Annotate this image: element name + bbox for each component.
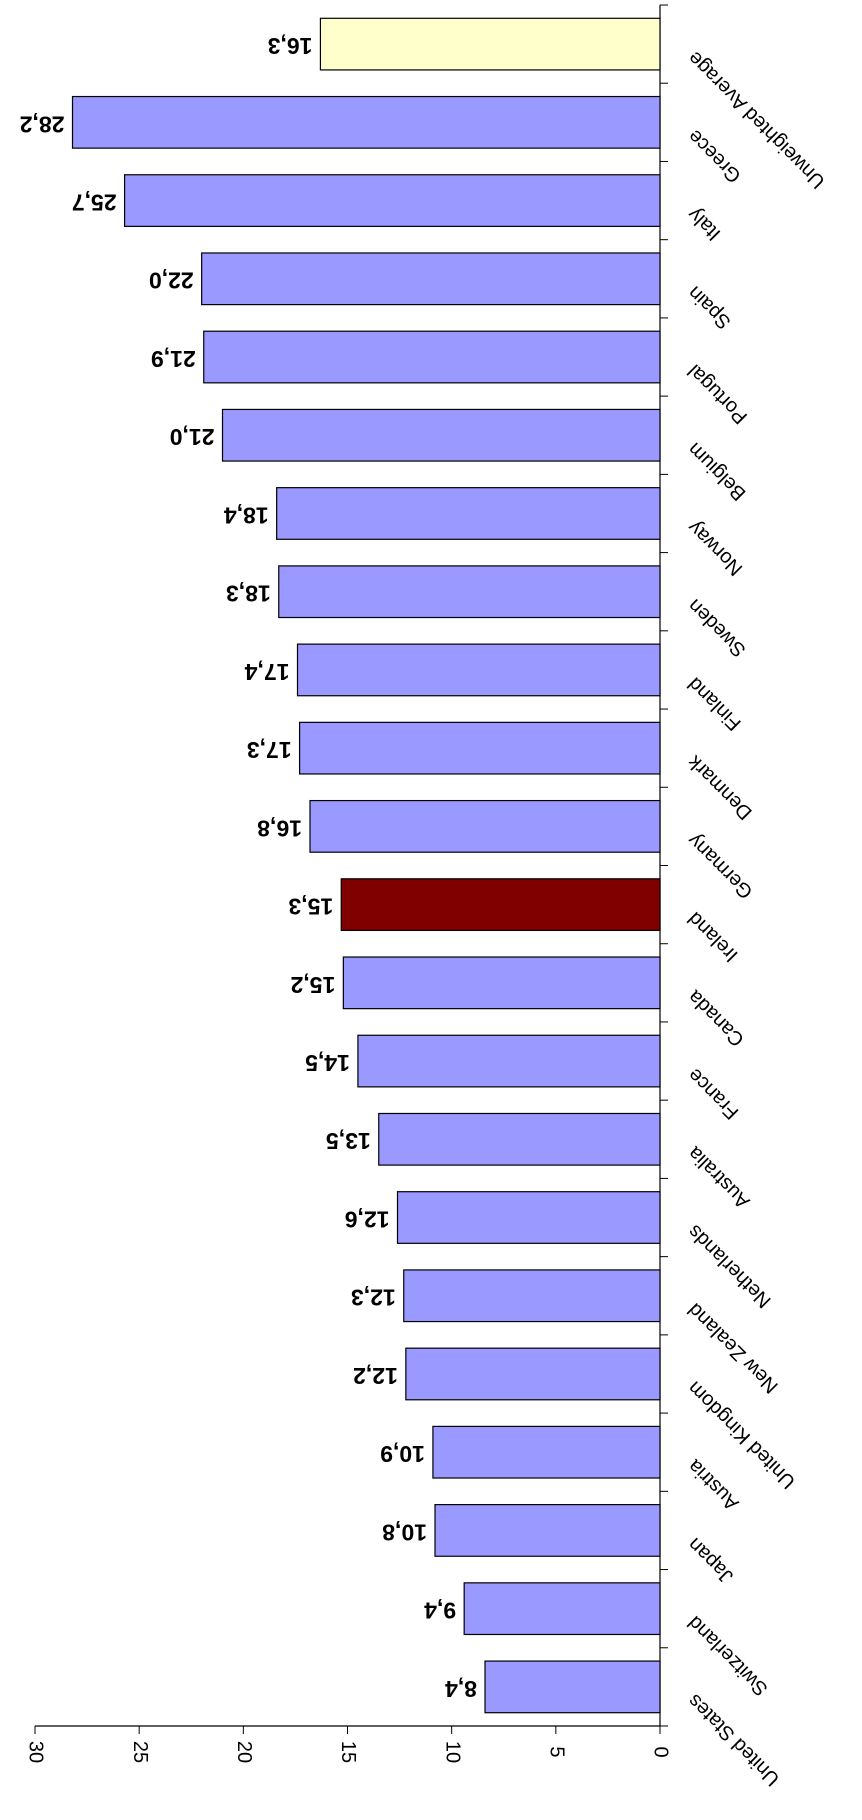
y-tick-label: 25 [129, 1741, 151, 1763]
x-tick-label: Belgium [684, 438, 751, 505]
x-tick-label: Japan [684, 1533, 738, 1587]
value-label: 15,2 [291, 972, 336, 998]
x-tick-label: Germany [684, 829, 758, 903]
value-label: 28,2 [20, 111, 65, 137]
value-label: 12,2 [353, 1363, 398, 1389]
bar [403, 1269, 661, 1323]
x-tick-label: United States [684, 1690, 784, 1790]
bar [432, 1425, 661, 1479]
x-tick-label: Norway [684, 516, 747, 579]
x-tick-label: Denmark [683, 750, 757, 824]
value-label: 12,6 [345, 1206, 390, 1232]
bar [319, 17, 661, 71]
value-label: 10,8 [382, 1519, 427, 1545]
bar [278, 565, 661, 619]
value-label: 12,3 [351, 1285, 396, 1311]
x-tick-label: Switzerland [684, 1611, 773, 1700]
x-tick-label: Greece [684, 125, 746, 187]
y-tick-label: 10 [441, 1741, 463, 1763]
x-tick-label: Ireland [684, 907, 743, 966]
value-label: 25,7 [72, 189, 117, 215]
x-tick-label: Netherlands [684, 1220, 776, 1312]
value-label: 16,3 [268, 33, 313, 59]
x-tick-label: Canada [683, 985, 749, 1051]
bar [342, 956, 661, 1010]
value-label: 16,8 [257, 815, 302, 841]
x-tick-label: Unweighted Average [684, 47, 830, 193]
bar [309, 799, 661, 853]
bar [340, 878, 661, 932]
y-tick-label: 0 [650, 1746, 672, 1757]
bar [71, 95, 661, 149]
value-label: 21,0 [170, 424, 215, 450]
bar [296, 643, 661, 697]
y-tick-label: 5 [546, 1746, 568, 1757]
x-tick-label: Italy [684, 203, 725, 244]
value-label: 17,3 [247, 737, 292, 763]
value-label: 21,9 [151, 346, 196, 372]
x-tick-label: Austria [683, 1454, 743, 1514]
x-tick-label: Finland [684, 673, 746, 735]
bar [484, 1660, 661, 1714]
bar [378, 1112, 661, 1166]
bar [203, 330, 661, 384]
x-tick-label: Australia [683, 1141, 754, 1212]
bar [298, 721, 661, 775]
value-label: 10,9 [380, 1441, 425, 1467]
bar [201, 252, 661, 306]
x-tick-label: Sweden [684, 594, 751, 661]
x-tick-label: Spain [684, 282, 736, 334]
y-tick-label: 15 [337, 1741, 359, 1763]
bar [221, 408, 661, 462]
bar [405, 1347, 661, 1401]
value-label: 18,3 [226, 581, 271, 607]
bar [357, 1034, 661, 1088]
value-label: 22,0 [149, 268, 194, 294]
value-label: 18,4 [224, 502, 269, 528]
x-tick-label: France [684, 1064, 744, 1124]
value-label: 9,4 [424, 1598, 456, 1624]
bar [463, 1582, 661, 1636]
y-tick-label: 20 [233, 1741, 255, 1763]
bar [276, 487, 661, 540]
bar [396, 1191, 661, 1244]
bar [123, 174, 661, 227]
value-label: 17,4 [245, 659, 290, 685]
value-label: 14,5 [305, 1050, 350, 1076]
value-label: 15,3 [288, 894, 333, 920]
bar [434, 1504, 661, 1557]
x-tick-label: Portugal [684, 360, 752, 428]
value-label: 8,4 [445, 1676, 477, 1702]
value-label: 13,5 [326, 1128, 371, 1154]
y-tick-label: 30 [25, 1741, 47, 1763]
